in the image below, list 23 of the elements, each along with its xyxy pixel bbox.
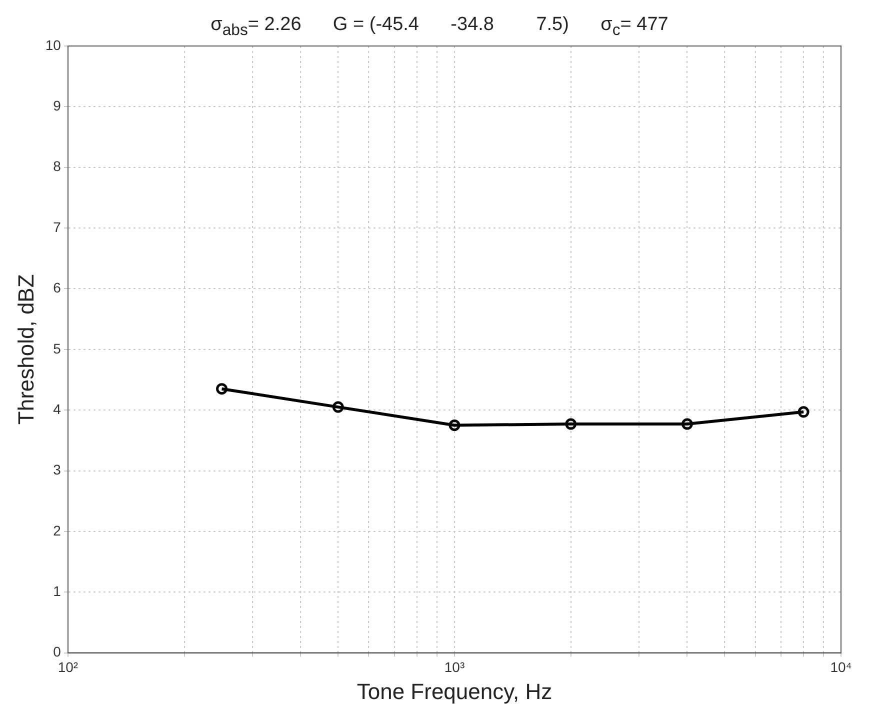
point — [798, 406, 810, 418]
y-tick-label: 6 — [53, 280, 62, 296]
y-tick-label: 3 — [53, 462, 62, 478]
y-tick-label: 5 — [53, 340, 62, 356]
y-tick-label: 4 — [53, 400, 62, 417]
point — [332, 401, 344, 413]
y-tick-label: 2 — [53, 522, 62, 538]
y-axis-title: Threshold, dBZ — [13, 274, 38, 425]
point — [565, 418, 577, 430]
x-tick-label: 10² — [58, 659, 78, 676]
y-tick-label: 1 — [53, 582, 62, 599]
y-tick-label: 8 — [53, 158, 62, 174]
y-tick-label: 0 — [53, 644, 62, 660]
x-tick-label: 10³ — [444, 659, 465, 676]
x-tick-label: 10⁴ — [830, 659, 852, 676]
y-tick-label: 9 — [53, 98, 62, 114]
chart-title: σ$_{abs}$= 2.26 G = (-45.4 -34.8 7.5) σ$_{c}$= 477 — [210, 14, 668, 39]
point — [216, 383, 228, 395]
point — [448, 420, 460, 431]
y-tick-label: 10 — [45, 36, 62, 53]
x-axis-title: Tone Frequency, Hz — [356, 678, 552, 704]
y-tick-label: 7 — [53, 218, 62, 235]
point — [681, 418, 693, 430]
